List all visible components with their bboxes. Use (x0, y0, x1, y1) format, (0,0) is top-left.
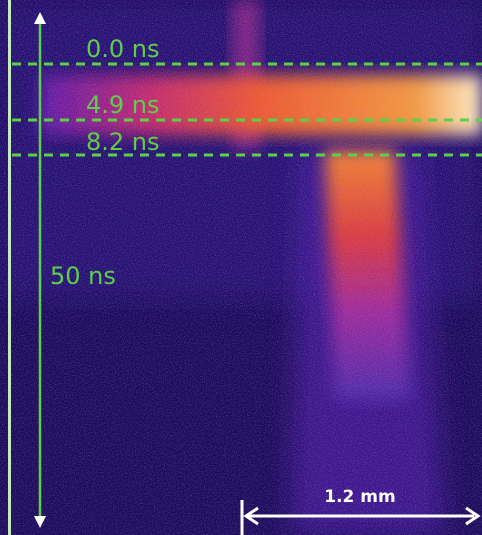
streak-image: 0.0 ns 4.9 ns 8.2 ns 50 ns 1.2 mm (0, 0, 482, 535)
time-label: 0.0 ns (86, 35, 160, 63)
span-label: 50 ns (50, 262, 116, 290)
time-label: 4.9 ns (86, 91, 160, 119)
scale-label: 1.2 mm (324, 487, 395, 507)
time-label: 8.2 ns (86, 128, 160, 156)
edge (8, 0, 11, 535)
